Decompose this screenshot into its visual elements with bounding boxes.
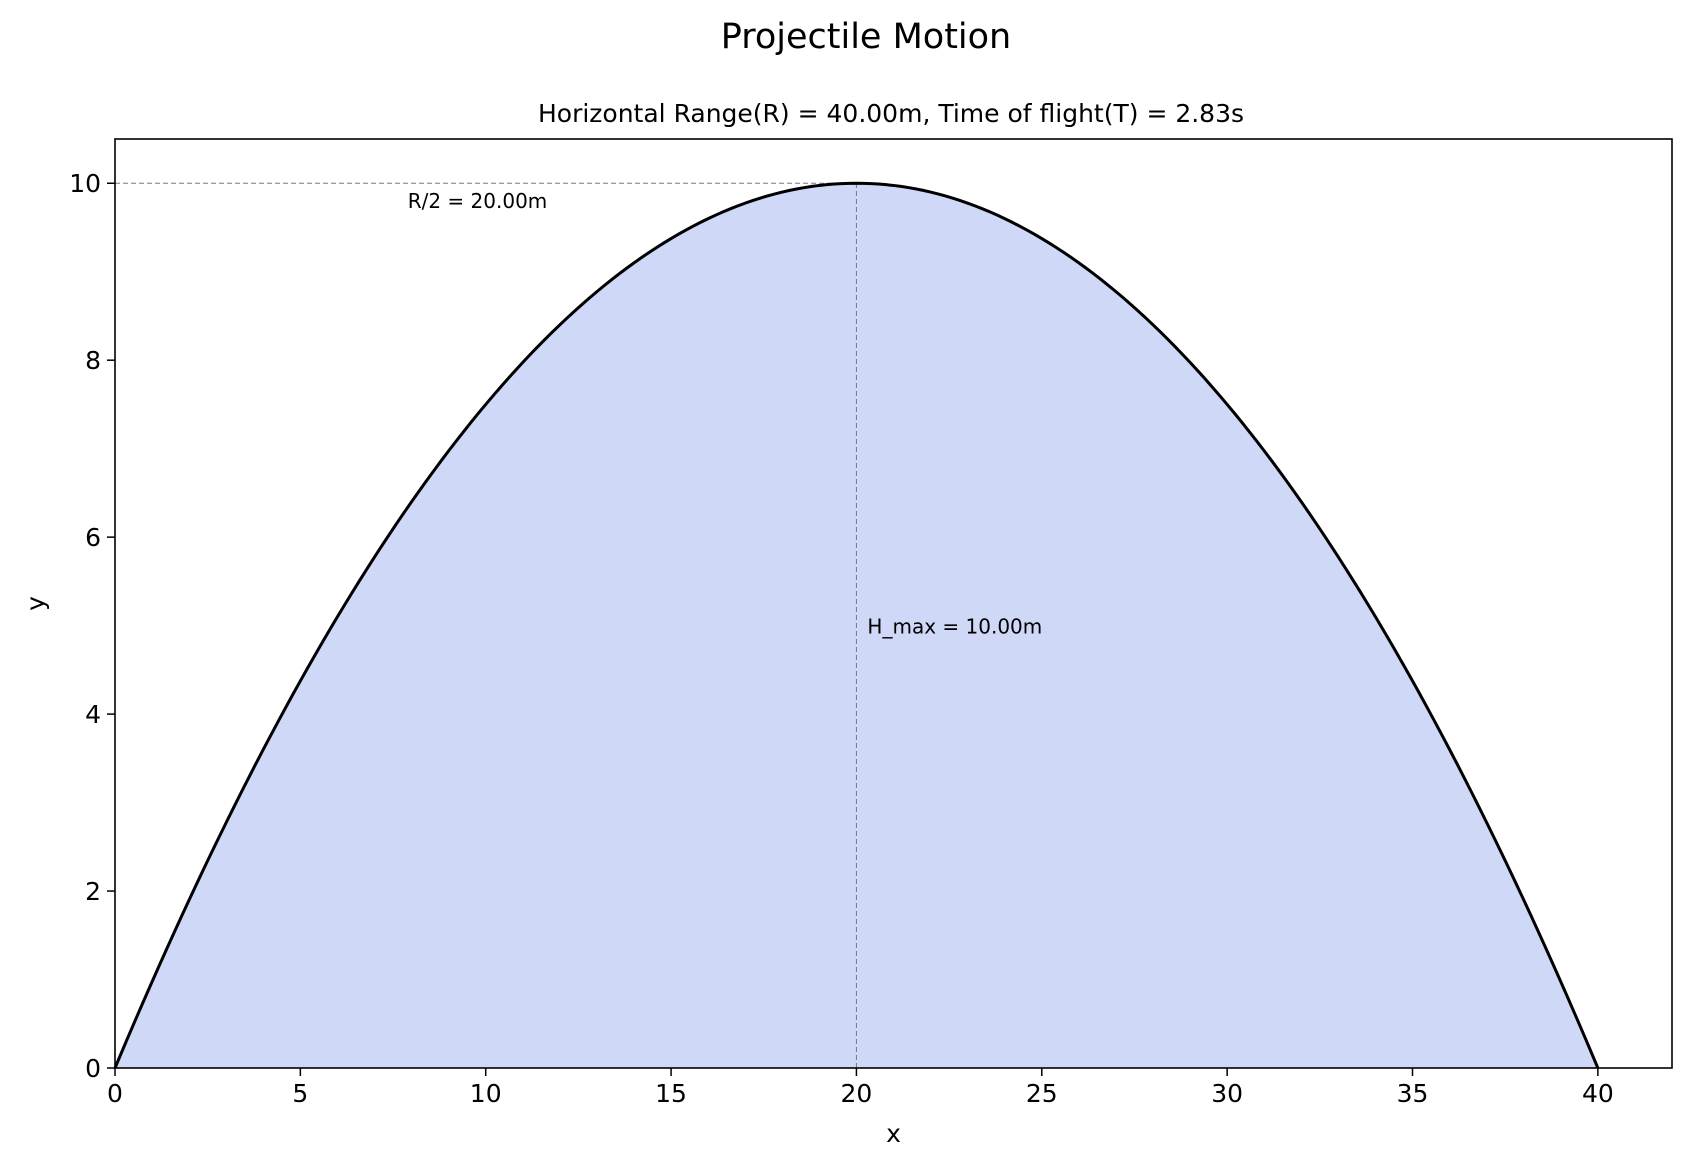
chart-subtitle: Horizontal Range(R) = 40.00m, Time of fl… (538, 99, 1244, 128)
y-tick-label: 4 (85, 700, 101, 729)
x-tick-label: 15 (655, 1079, 687, 1108)
annotation-half-range: R/2 = 20.00m (408, 189, 548, 213)
x-tick-label: 25 (1026, 1079, 1058, 1108)
x-tick-label: 20 (841, 1079, 873, 1108)
y-tick-label: 8 (85, 346, 101, 375)
y-tick-label: 10 (69, 169, 101, 198)
annotation-max-height: H_max = 10.00m (867, 615, 1042, 639)
trajectory-line (113, 181, 1600, 1069)
x-tick-label: 0 (107, 1079, 123, 1108)
y-tick-label: 0 (85, 1054, 101, 1083)
y-axis-ticks: 0 2 4 6 8 10 (69, 169, 115, 1083)
y-tick-label: 6 (85, 523, 101, 552)
axes-frame (114, 138, 1673, 1069)
x-tick-label: 30 (1211, 1079, 1243, 1108)
chart-title: Projectile Motion (721, 17, 1012, 57)
x-tick-label: 35 (1397, 1079, 1429, 1108)
y-tick-label: 2 (85, 877, 101, 906)
x-axis-ticks: 0 5 10 15 20 25 30 35 40 (107, 1068, 1614, 1108)
x-tick-label: 40 (1582, 1079, 1614, 1108)
y-axis-label: y (21, 596, 50, 611)
x-tick-label: 5 (292, 1079, 308, 1108)
plot-area: R/2 = 20.00m H_max = 10.00m (113, 181, 1600, 1069)
x-axis-label: x (886, 1119, 901, 1148)
x-tick-label: 10 (470, 1079, 502, 1108)
